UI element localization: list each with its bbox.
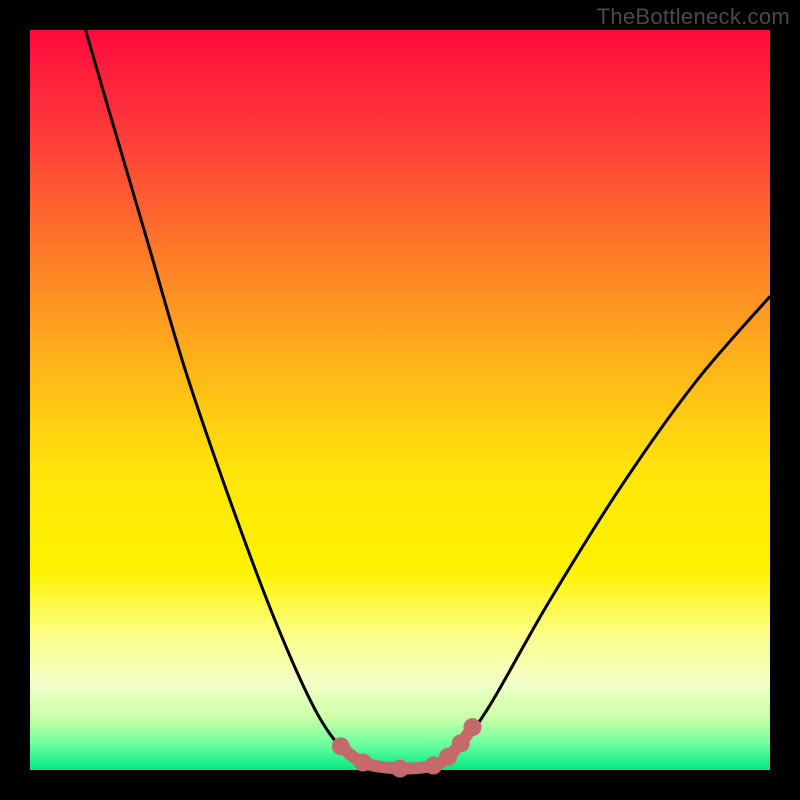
plot-background [30, 30, 770, 770]
optimal-point-marker [464, 718, 482, 736]
optimal-point-marker [332, 737, 350, 755]
optimal-point-marker [391, 760, 409, 778]
optimal-point-marker [452, 734, 470, 752]
bottleneck-chart [0, 0, 800, 800]
watermark-text: TheBottleneck.com [597, 4, 790, 30]
optimal-point-marker [354, 754, 372, 772]
chart-frame: TheBottleneck.com [0, 0, 800, 800]
optimal-point-marker [439, 748, 457, 766]
